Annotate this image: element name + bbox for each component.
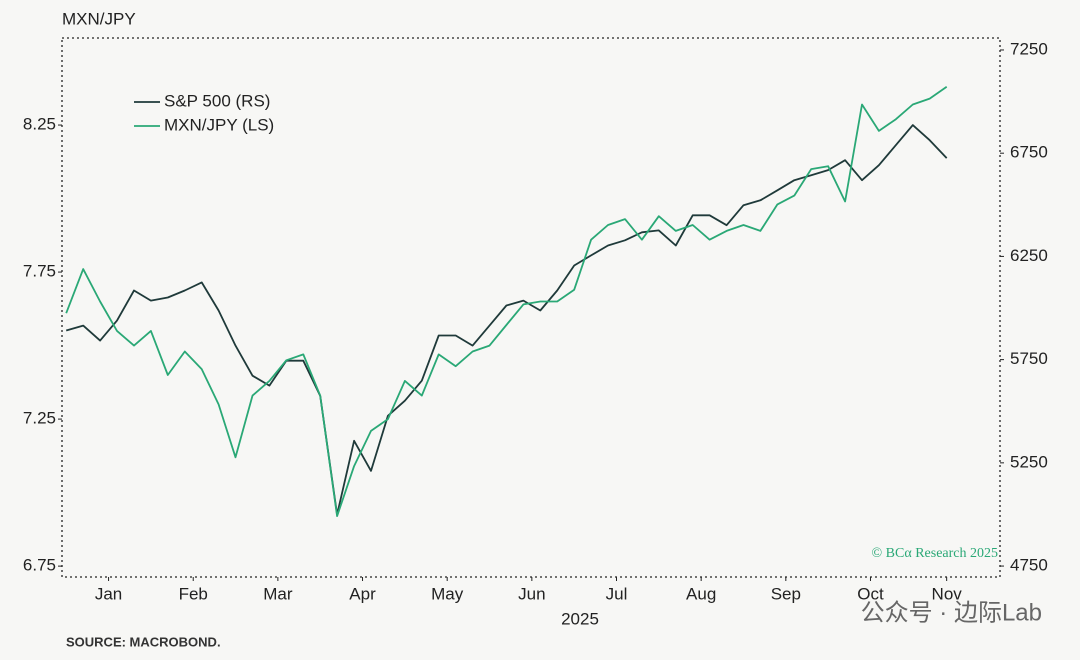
annotation: © BCα Research 2025 [872, 546, 998, 561]
y2-tick-label: 5250 [1010, 452, 1048, 471]
y2-tick-label: 4750 [1010, 556, 1048, 575]
series-line [65, 124, 948, 516]
watermark: 公众号 · 边际Lab [861, 599, 1042, 626]
x-tick-label: Jul [606, 584, 628, 603]
legend-label: MXN/JPY (LS) [164, 115, 274, 134]
legend-label: S&P 500 (RS) [164, 91, 270, 110]
y2-tick-label: 5750 [1010, 349, 1048, 368]
x-tick-label: Nov [932, 584, 963, 603]
series-line [65, 86, 948, 517]
x-tick-label: Feb [179, 584, 208, 603]
y-tick-label: 8.25 [23, 115, 56, 134]
y2-tick-label: 6750 [1010, 143, 1048, 162]
plot-frame [61, 37, 1001, 578]
x-tick-label: Sep [771, 584, 801, 603]
x-tick-label: May [431, 584, 464, 603]
x-tick-label: Aug [686, 584, 716, 603]
y-tick-label: 7.25 [23, 409, 56, 428]
y2-tick-label: 7250 [1010, 39, 1048, 58]
x-axis-label: 2025 [561, 609, 599, 628]
y-axis-label: MXN/JPY [62, 9, 136, 28]
y-tick-label: 7.75 [23, 262, 56, 281]
x-tick-label: Mar [263, 584, 293, 603]
y-tick-label: 6.75 [23, 556, 56, 575]
x-tick-label: Oct [857, 584, 884, 603]
y2-tick-label: 6250 [1010, 246, 1048, 265]
x-tick-label: Jun [518, 584, 545, 603]
source: SOURCE: MACROBOND. [66, 634, 221, 649]
x-tick-label: Jan [95, 584, 122, 603]
x-tick-label: Apr [349, 584, 376, 603]
